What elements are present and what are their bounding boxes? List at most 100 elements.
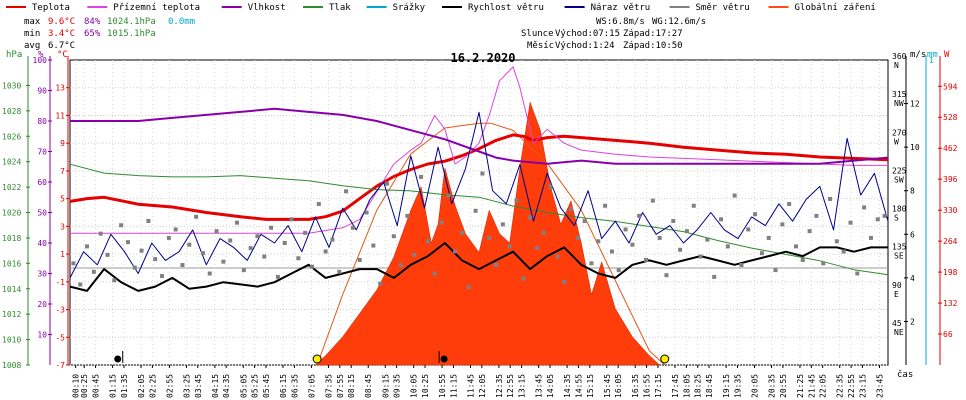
wind-direction-point	[316, 202, 321, 207]
wind-direction-point	[691, 203, 696, 208]
pressure-tick-label: 1010	[2, 336, 21, 345]
wind-direction-points	[71, 171, 887, 290]
sunrise-marker	[312, 354, 322, 364]
wind-direction-point	[214, 229, 219, 234]
x-tick-label: 02:55	[165, 374, 174, 398]
wind-dir-compass-label: S	[894, 214, 899, 223]
wind-direction-point	[848, 220, 853, 225]
pressure-tick-label: 1016	[2, 259, 21, 268]
wind-speed-tick-label: 10	[910, 143, 920, 152]
temperature-tick-label: 1	[60, 250, 65, 259]
wind-direction-point	[344, 189, 349, 194]
wind-speed-tick-label: 4	[910, 274, 915, 283]
series-naraz-vetru	[69, 111, 889, 279]
wind-direction-point	[262, 254, 267, 259]
wind-direction-point	[112, 278, 117, 283]
wind-direction-point	[371, 243, 376, 248]
stats-min-press: 1015.1hPa	[107, 29, 156, 39]
radiation-tick-label: 264	[943, 237, 958, 246]
stats-min-label: min	[24, 29, 40, 39]
wind-direction-point	[391, 234, 396, 239]
x-tick-label: 01:15	[109, 374, 118, 398]
x-tick-label: 11:15	[449, 374, 458, 398]
series-clear-sky-radiation	[316, 122, 666, 366]
info-wg: WG:12.6m/s	[652, 17, 706, 27]
wind-direction-point	[459, 230, 464, 235]
wind-direction-point	[855, 271, 860, 276]
humidity-tick-label: 10	[37, 331, 47, 340]
legend-label-tlak: Tlak	[329, 3, 351, 13]
x-tick-label: 05:05	[239, 374, 248, 398]
stats-min-temp: 3.4°C	[48, 29, 75, 39]
radiation-tick-label: 198	[943, 268, 958, 277]
legend-label-teplota: Teplota	[32, 3, 70, 13]
x-tick-label: 23:15	[858, 374, 867, 398]
wind-direction-point	[759, 251, 764, 256]
x-tick-label: 08:15	[347, 374, 356, 398]
temperature-tick-label: -1	[55, 278, 65, 287]
legend-label-vlhkost: Vlhkost	[248, 3, 286, 13]
x-tick-label: 05:25	[251, 374, 260, 398]
wind-direction-point	[494, 263, 499, 268]
wind-dir-compass-label: W	[894, 137, 899, 146]
stats-max-temp: 9.6°C	[48, 17, 75, 27]
wind-direction-point	[644, 257, 649, 262]
radiation-tick-label: 330	[943, 206, 958, 215]
wind-direction-point	[255, 234, 260, 239]
wind-direction-point	[718, 217, 723, 222]
x-tick-label: 01:35	[120, 374, 129, 398]
wind-direction-point	[828, 196, 833, 201]
series-lines	[69, 66, 889, 292]
wind-direction-point	[378, 281, 383, 286]
wind-dir-tick-label: 225	[892, 166, 907, 175]
wind-direction-point	[235, 220, 240, 225]
wind-direction-point	[766, 235, 771, 240]
wind-dir-tick-label: 315	[892, 90, 907, 99]
wind-direction-point	[303, 230, 308, 235]
wind-direction-point	[487, 235, 492, 240]
humidity-tick-label: 30	[37, 270, 47, 279]
wind-direction-point	[514, 198, 519, 203]
x-tick-label: 02:05	[137, 374, 146, 398]
wind-direction-point	[868, 235, 873, 240]
wind-direction-point	[85, 244, 90, 249]
wind-direction-point	[507, 244, 512, 249]
wind-direction-point	[603, 203, 608, 208]
wind-direction-point	[616, 268, 621, 273]
stats-block: max 9.6°C 84% 1024.1hPa 0.0mm min 3.4°C …	[24, 17, 195, 51]
wind-dir-compass-label: SW	[894, 175, 904, 184]
wind-direction-point	[596, 239, 601, 244]
wind-direction-point	[180, 263, 185, 268]
wind-speed-tick-label: 8	[910, 187, 915, 196]
stats-max-press: 1024.1hPa	[107, 17, 156, 27]
pressure-tick-label: 1018	[2, 234, 21, 243]
unit-degc: °C	[57, 50, 68, 60]
pressure-tick-label: 1012	[2, 310, 21, 319]
unit-pct: %	[38, 50, 44, 60]
wind-direction-point	[384, 181, 389, 186]
stats-min-hum: 65%	[84, 29, 101, 39]
chart-title: 16.2.2020	[450, 51, 515, 65]
pressure-tick-label: 1026	[2, 132, 21, 141]
x-tick-label: 20:55	[779, 374, 788, 398]
x-tick-label: 14:55	[574, 374, 583, 398]
wind-direction-point	[466, 285, 471, 290]
wind-direction-point	[657, 235, 662, 240]
wind-direction-point	[500, 222, 505, 227]
wind-direction-point	[882, 213, 887, 218]
temperature-tick-label: -5	[55, 333, 65, 342]
temperature-tick-label: 11	[55, 111, 65, 120]
legend-label-prizemni-teplota: Přízemní teplota	[113, 3, 200, 13]
wind-direction-point	[562, 279, 567, 284]
pressure-tick-label: 1022	[2, 183, 21, 192]
legend-label-smer-vetru: Směr větru	[696, 3, 750, 13]
wind-direction-point	[725, 244, 730, 249]
axis-unit-headers: hPa % °C m/s mm W	[6, 50, 950, 60]
x-tick-label: 06:35	[290, 374, 299, 398]
x-tick-label: 20:35	[768, 374, 777, 398]
radiation-tick-label: 132	[943, 299, 958, 308]
wind-dir-tick-label: 135	[892, 243, 907, 252]
wind-direction-point	[623, 227, 628, 232]
pressure-tick-label: 1008	[2, 361, 21, 370]
